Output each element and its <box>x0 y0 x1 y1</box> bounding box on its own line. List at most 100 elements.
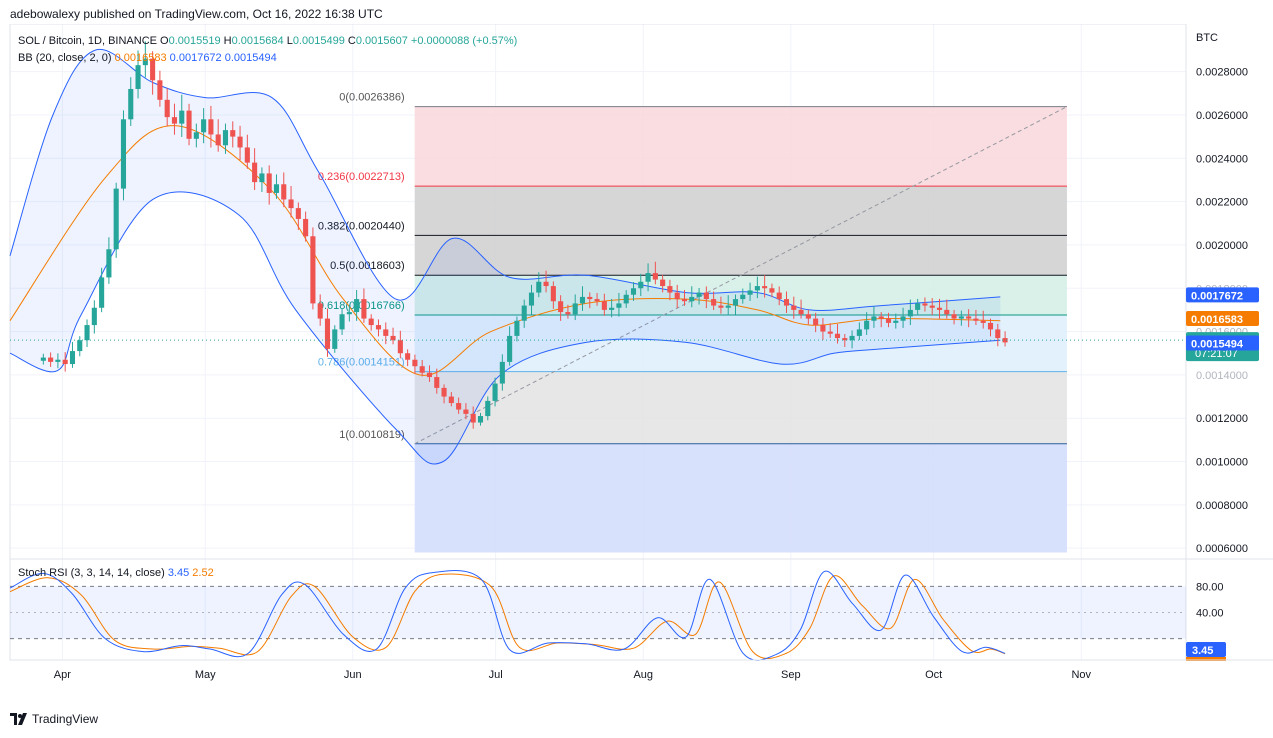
candle-body <box>820 325 826 332</box>
candle-body <box>259 173 265 183</box>
candle-body <box>419 366 425 373</box>
candle-body <box>193 132 199 139</box>
stoch-rsi-k-line <box>9 570 1006 661</box>
price-tick-label: 0.0024000 <box>1196 153 1248 165</box>
fib-label: 0.382(0.0020440) <box>318 220 405 232</box>
candle-body <box>944 309 950 315</box>
candle-body <box>667 286 673 293</box>
candle-body <box>135 65 141 89</box>
candle-body <box>980 320 986 323</box>
bb-lower-tag-bg <box>1186 335 1259 351</box>
bb-basis-line <box>9 125 1001 376</box>
candle-body <box>805 314 811 319</box>
candle-body <box>346 312 352 315</box>
candle-body <box>528 292 535 306</box>
bb-upper-value: 0.0017672 <box>169 52 222 64</box>
candle-body <box>426 372 433 378</box>
candle-body <box>783 299 790 306</box>
candle-body <box>40 357 46 361</box>
candle-body <box>405 353 411 360</box>
candle-body <box>179 110 185 124</box>
month-label: Aug <box>633 669 653 681</box>
candle-body <box>303 218 309 237</box>
month-label: Jul <box>489 669 503 681</box>
price-tick-label: 0.0022000 <box>1196 197 1248 209</box>
price-tick-label: 0.0026000 <box>1196 110 1248 122</box>
fib-label: 0(0.0026386) <box>339 92 404 104</box>
countdown-tag: 07:21:07 <box>1195 348 1238 360</box>
candle-body <box>550 286 556 302</box>
candle-body <box>572 303 578 315</box>
high-value: 0.0015684 <box>231 35 284 47</box>
chart-area[interactable]: 0(0.0026386) 0.236(0.0022713) 0.382(0.0020… <box>0 24 1273 710</box>
stoch-rsi-legend: Stoch RSI (3, 3, 14, 14, close) 3.45 2.5… <box>18 567 214 579</box>
price-tick-label: 0.0014000 <box>1196 370 1248 382</box>
candle-body <box>645 273 651 282</box>
stoch-rsi-k-value: 3.45 <box>167 567 190 579</box>
candle-body <box>609 307 615 310</box>
price-tick-label: 0.0010000 <box>1196 457 1248 469</box>
candle-body <box>485 400 491 417</box>
candle-body <box>638 281 644 289</box>
candle-body <box>681 299 688 302</box>
month-label: Nov <box>1071 669 1091 681</box>
candle-body <box>893 320 899 323</box>
candle-body <box>536 281 542 293</box>
bb-lower-tag: 0.0015494 <box>1191 339 1244 351</box>
candle-body <box>718 305 724 308</box>
candle-body <box>587 296 593 300</box>
candle-body <box>310 236 316 304</box>
change-value: +0.0000088 (+0.57%) <box>410 35 518 47</box>
price-tick-label: 0.0008000 <box>1196 500 1248 512</box>
candle-body <box>507 335 513 362</box>
bb-basis-tag-bg <box>1186 310 1259 326</box>
candle-body <box>907 309 913 317</box>
candle-body <box>936 307 943 310</box>
candle-body <box>324 318 331 349</box>
fib-trendline <box>414 106 1068 445</box>
candle-body <box>565 312 571 315</box>
bb-basis-value: 0.0016583 <box>114 52 167 64</box>
bb-title[interactable]: BB (20, close, 2, 0) <box>18 52 112 64</box>
candle-body <box>798 309 804 315</box>
price-chart-svg[interactable]: 0(0.0026386) 0.236(0.0022713) 0.382(0.0020… <box>0 24 1273 710</box>
tradingview-logo-icon <box>10 713 27 725</box>
candle-body <box>885 318 892 323</box>
candle-body <box>448 396 454 404</box>
candle-body <box>966 316 972 319</box>
symbol-title[interactable]: SOL / Bitcoin, 1D, BINANCE <box>18 35 157 47</box>
candle-body <box>288 199 294 209</box>
low-value: 0.0015499 <box>292 35 345 47</box>
fib-label: 0.236(0.0022713) <box>318 171 405 183</box>
price-tick-label: 0.0020000 <box>1196 240 1248 252</box>
candle-body <box>878 316 884 319</box>
stoch-rsi-title[interactable]: Stoch RSI (3, 3, 14, 14, close) <box>18 567 165 579</box>
candle-body <box>368 318 374 326</box>
month-label: Jun <box>344 669 362 681</box>
candle-body <box>514 320 520 336</box>
bb-upper-tag-bg <box>1186 287 1259 303</box>
candle-body <box>99 277 105 308</box>
candle-body <box>543 281 549 287</box>
bb-legend: BB (20, close, 2, 0) 0.0016583 0.0017672… <box>18 52 277 64</box>
candle-body <box>434 377 440 388</box>
candle-body <box>201 119 207 133</box>
candle-body <box>958 316 964 319</box>
candle-body <box>281 184 287 200</box>
bb-lower-value: 0.0015494 <box>224 52 277 64</box>
month-label: May <box>195 669 216 681</box>
candle-body <box>929 305 935 308</box>
candle-body <box>579 296 586 304</box>
candle-body <box>390 335 396 341</box>
high-label: H <box>223 35 232 47</box>
candle-body <box>273 184 280 193</box>
author-name[interactable]: adebowalexy <box>10 7 81 21</box>
candle-body <box>689 296 695 302</box>
price-tick-label: 0.0012000 <box>1196 413 1248 425</box>
axis-currency-label: BTC <box>1196 32 1218 44</box>
rsi-tick-label: 40.00 <box>1196 608 1224 620</box>
candle-body <box>150 58 156 81</box>
tradingview-brand[interactable]: TradingView <box>32 712 99 726</box>
candle-body <box>208 119 214 135</box>
candle-body <box>215 134 221 146</box>
